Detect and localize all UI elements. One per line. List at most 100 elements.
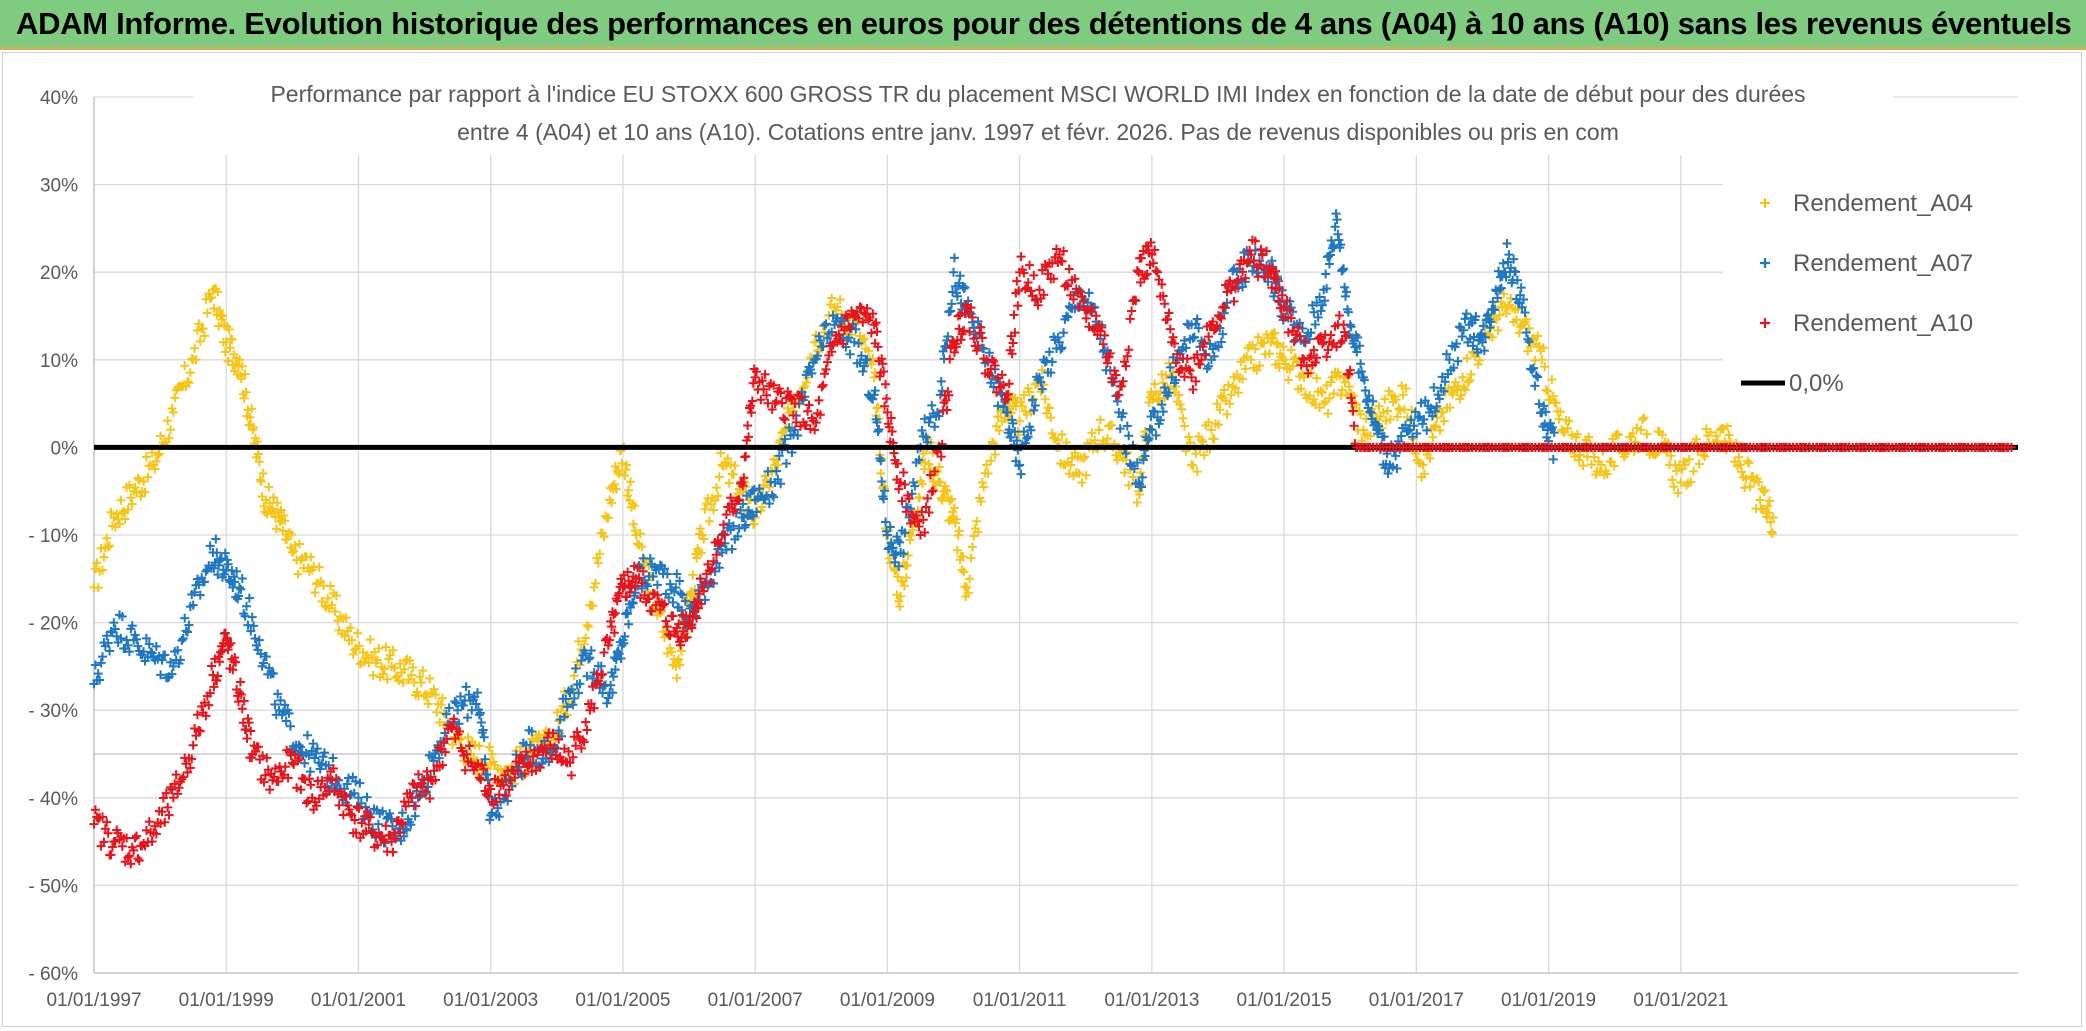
data-point: [825, 300, 835, 310]
data-point: [1025, 387, 1035, 397]
data-point: [386, 814, 396, 824]
data-point: [810, 337, 820, 347]
data-point: [285, 721, 295, 731]
data-point: [1538, 343, 1548, 353]
data-point: [1375, 412, 1385, 422]
data-point: [331, 591, 341, 601]
data-point: [410, 811, 420, 821]
data-point: [1533, 331, 1543, 341]
data-point: [1526, 342, 1536, 352]
data-point: [945, 354, 955, 364]
data-point: [236, 584, 246, 594]
data-point: [348, 649, 358, 659]
data-point: [388, 847, 398, 857]
data-point: [994, 426, 1004, 436]
data-point: [127, 621, 137, 631]
data-point: [253, 449, 263, 459]
data-point: [1555, 407, 1565, 417]
data-point: [960, 582, 970, 592]
data-point: [723, 453, 733, 463]
x-tick-label: 01/01/2021: [1633, 990, 1728, 1011]
data-point: [1425, 453, 1435, 463]
data-point: [93, 583, 103, 593]
data-point: [1381, 416, 1391, 426]
data-point: [635, 529, 645, 539]
data-point: [1415, 458, 1425, 468]
data-point: [1206, 425, 1216, 435]
data-point: [1264, 349, 1274, 359]
data-point: [581, 717, 591, 727]
data-point: [317, 759, 327, 769]
data-point: [201, 566, 211, 576]
data-point: [455, 735, 465, 745]
data-point: [1755, 495, 1765, 505]
x-tick-label: 01/01/2005: [575, 990, 670, 1011]
data-point: [93, 669, 103, 679]
data-point: [274, 705, 284, 715]
data-point: [1357, 436, 1367, 446]
data-point: [1326, 330, 1336, 340]
data-point: [1462, 353, 1472, 363]
data-point: [764, 482, 774, 492]
data-point: [1551, 398, 1561, 408]
data-point: [192, 710, 202, 720]
data-point: [406, 820, 416, 830]
data-point: [246, 626, 256, 636]
data-point: [1095, 415, 1105, 425]
data-point: [181, 626, 191, 636]
data-point: [400, 824, 410, 834]
data-point: [268, 492, 278, 502]
data-point: [302, 798, 312, 808]
data-point: [1473, 359, 1483, 369]
data-point: [389, 663, 399, 673]
data-point: [453, 705, 463, 715]
data-point: [1195, 359, 1205, 369]
data-point: [224, 325, 234, 335]
data-point: [382, 674, 392, 684]
data-point: [130, 630, 140, 640]
data-point: [1324, 259, 1334, 269]
data-point: [1602, 469, 1612, 479]
data-point: [232, 566, 242, 576]
data-point: [202, 308, 212, 318]
data-point: [300, 758, 310, 768]
data-point: [1584, 432, 1594, 442]
data-point: [144, 639, 154, 649]
data-point: [286, 530, 296, 540]
data-point: [361, 802, 371, 812]
data-point: [394, 676, 404, 686]
data-point: [936, 376, 946, 386]
data-point: [1153, 267, 1163, 277]
data-point: [1212, 399, 1222, 409]
data-point: [166, 425, 176, 435]
data-point: [976, 497, 986, 507]
data-point: [487, 749, 497, 759]
data-point: [1700, 451, 1710, 461]
data-point: [714, 472, 724, 482]
data-point: [270, 512, 280, 522]
data-point: [416, 678, 426, 688]
data-point: [1042, 408, 1052, 418]
data-point: [256, 477, 266, 487]
data-point: [951, 514, 961, 524]
data-point: [1533, 372, 1543, 382]
data-point: [695, 524, 705, 534]
data-point: [566, 770, 576, 780]
data-point: [406, 670, 416, 680]
data-point: [1255, 361, 1265, 371]
data-point: [105, 541, 115, 551]
data-point: [1277, 352, 1287, 362]
data-point: [183, 377, 193, 387]
data-point: [993, 412, 1003, 422]
data-point: [310, 753, 320, 763]
data-point: [1270, 328, 1280, 338]
data-point: [306, 552, 316, 562]
data-point: [963, 588, 973, 598]
data-point: [98, 652, 108, 662]
data-point: [106, 850, 116, 860]
data-point: [109, 618, 119, 628]
data-point: [972, 516, 982, 526]
data-point: [133, 854, 143, 864]
data-point: [379, 664, 389, 674]
data-point: [237, 574, 247, 584]
